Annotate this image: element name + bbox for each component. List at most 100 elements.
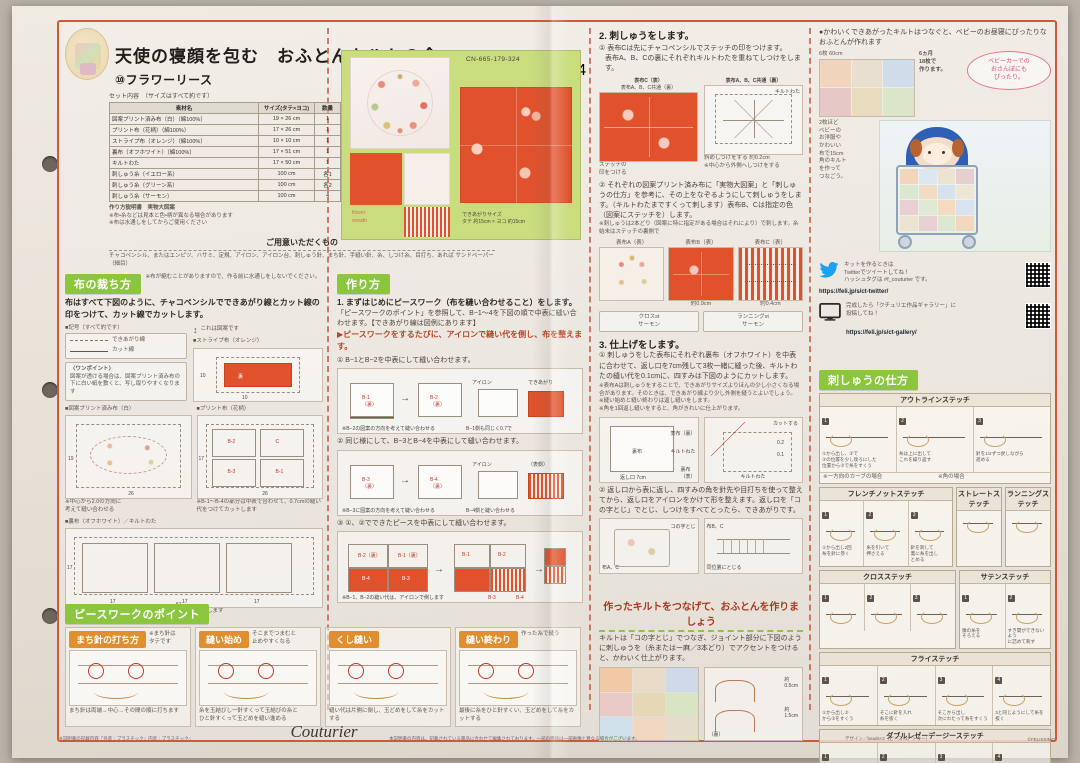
material-cell: 刺しゅう糸（サーモン） [109, 190, 259, 202]
paper-sheet: 天使の寝顔を包む おふとんキルトの会 ⑩フラワーリース セット内容 （サイズはす… [12, 6, 1068, 763]
diagram-label-0: 表布C（表） [634, 78, 663, 85]
gallery-line-0: 完成したら「クチュリエ作品ギャラリー」に [846, 303, 957, 309]
twitter-line-2: ハッシュタグは #f_couturier です。 [844, 277, 931, 284]
stitch-group: クロスステッチ 1 2 3 [819, 569, 956, 650]
cutting-diagram-print-floral: B-2 C B-3 B-1 17 26 [196, 415, 323, 500]
stroller-illustration [879, 119, 1051, 252]
notes-title: 作り方説明書 実物大図案 [109, 205, 176, 211]
material-cell: 19 × 26 cm [258, 113, 315, 125]
panel-label-b: 表布B（表） [685, 239, 717, 246]
stitch-step-text: すき間ができないよう に詰めて刺す [1007, 627, 1045, 645]
material-cell: 1 [314, 124, 341, 136]
material-cell: キルトわた [109, 157, 259, 169]
materials-table: 素材名 サイズ(タテ×ヨコ) 数量 図案プリント済み布（白）（綿100%） 19 … [109, 102, 341, 202]
stitch-step [1006, 511, 1050, 553]
diagram-label-4: 表布A、B、C共通（裏） [620, 85, 677, 92]
prepare-title: ご用意いただくもの [266, 238, 338, 248]
stitch-group-title: アウトラインステッチ [820, 394, 1050, 407]
material-cell: プリント布（花柄）（綿100%） [109, 124, 259, 136]
stitch-reference-section: 刺しゅうの仕方 アウトラインステッチ 1 ①から出し、②で ③の位置を少し後ろにした… [819, 370, 1051, 763]
photo-main-quilt [460, 87, 572, 203]
table-row: 裏布（オフホワイト）（綿100%） 17 × 51 cm 1 [109, 146, 341, 158]
stitch-group-title: フレンチノットステッチ [820, 487, 952, 501]
stitches-heading: 刺しゅうの仕方 [819, 370, 918, 390]
stitch-step: 1 隣の糸を そろえる [960, 583, 1006, 649]
gallery-url[interactable]: https://feli.jp/s/ct-gallery/ [846, 330, 917, 336]
note-0: ※布・糸などは見本と色・柄が異なる場合があります [109, 212, 233, 219]
stitch-step: 3 針を刺して 裏に糸を出し とめる [909, 501, 952, 566]
material-cell: 1 [314, 113, 341, 125]
piecework-card-text: 最後に糸をひと針すくい、玉どめをして糸をカットする [459, 708, 575, 722]
step-number: 3 [937, 754, 945, 762]
photo-embroidered-wreath [350, 57, 450, 149]
table-row: 刺しゅう糸（グリーン系） 100 cm 各2 [109, 179, 341, 191]
stitch-illustration [822, 429, 894, 449]
diagram-label-1: 表布A、B、C共通（裏） [725, 78, 782, 85]
step3-f1: ① 刺しゅうをした表布にそれぞれ裏布（オフホワイト）を中表に合わせて、返し口を7… [599, 352, 798, 380]
stitch-group: フライステッチ 1 ①から出し② から③をすくう 2 そこに針を入れ 糸を抜く 3 そこから… [819, 652, 1051, 727]
panel-0-caption: ※中心から2.0の方向に 考えて縫い合わせる [65, 499, 122, 514]
footer: ※説明書の記載内容「外装：プラスチック」内装：プラスチック」 Couturier… [59, 722, 1055, 742]
futon-grid-preview [819, 58, 915, 117]
product-code-text: CN-665-179-324 [466, 56, 521, 63]
step-number: 3 [937, 677, 945, 685]
material-cell: 1 [314, 157, 341, 169]
col-name: 素材名 [109, 102, 259, 114]
stitch-step: 2 そこに針を入れ 糸を抜く [878, 666, 936, 726]
step3-note-0: ※表布Aは刺しゅうをすることで、できあがりサイズよりほんの少し小さくなる場合があ… [599, 382, 800, 397]
stitch-step: 4 3と同じようにして糸を抜く [993, 666, 1050, 725]
twitter-url[interactable]: https://feli.jp/s/ct-twitter/ [819, 289, 889, 295]
material-cell: 100 cm [258, 190, 315, 202]
stitch-group: ランニングステッチ [1005, 486, 1051, 567]
dim-09: 約0.9cm [690, 301, 712, 308]
stitch-illustration [822, 606, 862, 626]
stitch-step: 4 [993, 743, 1050, 763]
stitch-step: 2 [865, 583, 911, 631]
stitch-group-title: ダブルレゼーデージーステッチ [820, 730, 1050, 744]
gallery-line-1: 投稿してね！ [846, 310, 879, 317]
making-diagram-3: B-2（裏） B-1（裏） B-4 B-3 → B-1 B-2 → ※B−1、B… [337, 530, 583, 603]
footer-note: 本説明書の内容は、記載されている商品に合わせて編集されております。一部の商品は一… [389, 736, 640, 741]
piecework-card-title: 縫い終わり [459, 631, 519, 648]
assembly-section: 作ったキルトをつなげて、おふとんを作りましょう キルトは「コの字とじ」でつなぎ、… [599, 598, 803, 742]
step-number: 3 [976, 418, 983, 425]
step3-note-2: ※角を1回返し縫いをすると、角がきれいに仕上がります。 [599, 405, 744, 412]
material-cell: 17 × 50 cm [258, 157, 315, 169]
stitch-step-text: ①から出し、②で ③の位置を少し後ろにした 位置から③で糸をすくう [822, 451, 877, 468]
legend-title: ■記号（すべて約です） [65, 325, 123, 331]
table-row: ストライプ布（オレンジ）（綿100%） 10 × 10 cm 1 [109, 135, 341, 147]
photo-swatch-print [350, 153, 402, 205]
binder-hole-top [42, 156, 58, 172]
note-1: ※布は水通しをしてからご使用ください [109, 220, 207, 227]
photo-swatch-white [404, 153, 450, 205]
stitch-step-text: ①から出し② から③をすくう [822, 710, 854, 722]
materials-table-header: 素材名 サイズ(タテ×ヨコ) 数量 [109, 102, 341, 114]
onepoint-text: 図案が透ける場合は、図案プリント済み布の下に白い紙を敷くと、写し取りやすくなりま… [70, 373, 181, 396]
step-number: 2 [1007, 594, 1015, 602]
step-number: 2 [879, 754, 887, 762]
diagram-note-stitch: ステッチの 印をつける [599, 162, 627, 177]
cutting-diagram-print-white: 19 26 [65, 415, 192, 500]
stitch-illustration [913, 606, 953, 626]
step-number: 1 [822, 418, 829, 425]
piecework-section: ピースワークのポイント まち針の打ち方 ※まち針は タテです まち針は両端→中心→そ… [65, 604, 581, 728]
materials-section-label: セット内容 （サイズはすべて約です） [109, 94, 214, 100]
stitch-step-text: 針を1/2ずつ戻しながら 進める [976, 451, 1024, 462]
making-diagram-2: B-3 （裏） → B-4 （裏） アイロン （表側） ※B−3に図案の方向を考えて… [337, 449, 583, 516]
stitch-step: 3 針を1/2ずつ戻しながら 進める [974, 407, 1050, 472]
step-number: 2 [899, 418, 906, 425]
twitter-line-1: Twitterでツイートしてね！ [844, 269, 910, 276]
legend-item-1: カット線 [112, 347, 135, 354]
piecework-card-note: 作った糸で縫う [521, 631, 560, 637]
stitch-step [957, 511, 1001, 553]
logo-badge [65, 28, 109, 80]
stitch-step: 1 ①から出し② から③をすくう [820, 666, 878, 726]
stitch-group: ストレートステッチ [956, 486, 1002, 567]
material-cell: 17 × 26 cm [258, 124, 315, 136]
table-row: キルトわた 17 × 50 cm 1 [109, 157, 341, 169]
piecework-card: くし縫い 縫い代は片側に倒し、玉どめをして糸をカットする [325, 627, 451, 728]
material-cell: 4 [314, 190, 341, 202]
futon-intro: ●かわいくできあがったキルトはつなぐと、ベビーのお昼寝にぴったりなおふとんが作れ… [819, 29, 1047, 47]
stitch-illustration [976, 429, 1048, 449]
prepare-text: チャコペンシル、またはエンピツ、ハサミ、定規、アイロン、アイロン台、刺しゅう針、… [109, 253, 494, 267]
